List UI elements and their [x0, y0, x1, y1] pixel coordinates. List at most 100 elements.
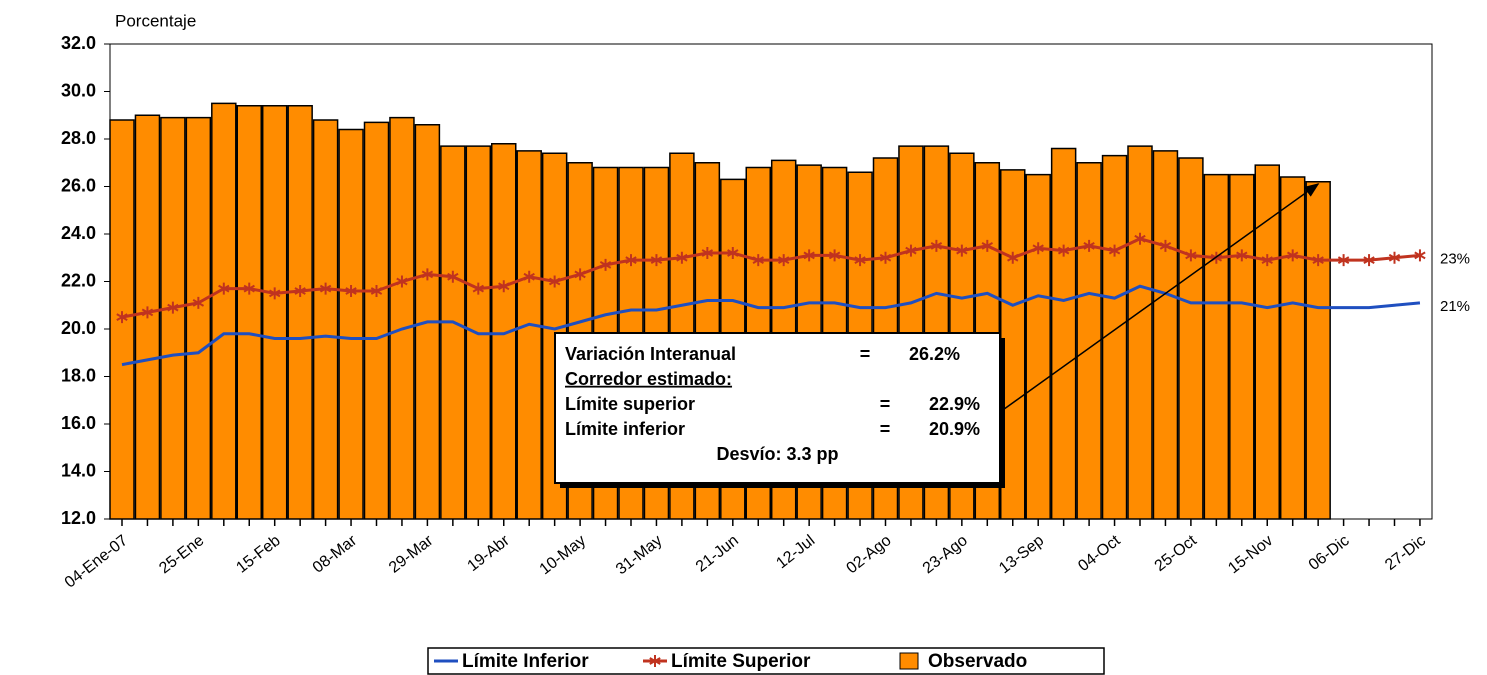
legend-swatch [899, 652, 919, 670]
bar [1050, 147, 1077, 520]
line-marker [879, 251, 892, 264]
y-tick-label: 22.0 [61, 270, 96, 290]
line-marker [701, 247, 714, 259]
legend: Límite Inferior Límite Superior Observado [427, 647, 1105, 675]
y-tick-label: 20.0 [61, 318, 96, 338]
line-marker [1134, 232, 1146, 245]
y-tick-label: 30.0 [61, 80, 96, 100]
bar [160, 116, 186, 520]
line-marker [370, 285, 383, 297]
annotation: Variación Interanual = 26.2% Corredor estim… [565, 344, 980, 464]
annotation-text: Límite inferior [565, 419, 685, 439]
line-marker [1414, 249, 1426, 262]
bar [1076, 162, 1102, 520]
annotation-text: = [880, 419, 891, 439]
line-marker [676, 251, 688, 264]
bar [1254, 164, 1280, 520]
bar [1178, 157, 1204, 520]
line-marker [1236, 249, 1248, 262]
line-marker [116, 311, 128, 324]
line-marker [854, 254, 866, 267]
annotation-text: 22.9% [929, 394, 980, 414]
line-marker [1312, 254, 1324, 267]
x-tick-label: 31-May [613, 532, 666, 578]
bar [1305, 181, 1331, 520]
line-marker [1287, 249, 1299, 262]
line-marker [269, 287, 281, 300]
line-marker [1337, 254, 1350, 267]
line-marker [828, 249, 841, 262]
line-marker [905, 244, 917, 257]
bar [1101, 154, 1128, 520]
line-marker [625, 254, 637, 267]
line-marker [192, 296, 205, 309]
x-tick-label: 08-Mar [310, 532, 361, 577]
y-tick-label: 24.0 [61, 223, 96, 243]
y-tick-label: 18.0 [61, 365, 96, 385]
line-marker [727, 247, 739, 259]
y-axis-label: Porcentaje [115, 11, 196, 30]
y-tick-label: 16.0 [61, 413, 96, 433]
line-marker [167, 301, 179, 314]
bar [185, 116, 212, 520]
line-marker [141, 306, 154, 319]
line-marker [319, 282, 332, 295]
bar [312, 119, 339, 520]
bar [287, 105, 313, 520]
x-tick-label: 04-Oct [1075, 532, 1124, 575]
end-label: 23% [1440, 250, 1470, 267]
legend-label: Observado [928, 651, 1027, 672]
line-marker [396, 275, 408, 288]
line-marker [1159, 239, 1172, 252]
y-tick-label: 14.0 [61, 460, 96, 480]
x-tick-label: 25-Oct [1152, 532, 1201, 575]
line-marker [1007, 251, 1019, 264]
annotation-text: 20.9% [929, 419, 980, 439]
line-marker [599, 258, 612, 271]
bar [236, 105, 262, 520]
annotation-text: Variación Interanual [565, 344, 736, 364]
legend-swatch-marker [649, 655, 661, 667]
line-marker [1185, 249, 1197, 262]
line-marker [650, 254, 663, 267]
bar [440, 145, 466, 520]
annotation-text: Límite superior [565, 394, 695, 414]
annotation-text: Desvío: 3.3 pp [716, 444, 838, 464]
bar [1203, 173, 1230, 520]
x-tick-label: 12-Jul [773, 532, 818, 572]
bar [1279, 176, 1306, 520]
x-tick-label: 13-Sep [996, 532, 1047, 577]
line-marker [218, 282, 230, 295]
x-tick-label: 27-Dic [1382, 532, 1429, 574]
y-tick-label: 32.0 [61, 33, 96, 53]
line-marker [803, 249, 815, 262]
x-tick-label: 06-Dic [1306, 532, 1353, 574]
line-marker [243, 282, 255, 295]
y-tick-label: 12.0 [61, 508, 96, 528]
end-label: 21% [1440, 298, 1470, 315]
line-marker [981, 239, 993, 252]
line-marker [294, 285, 306, 297]
bar [1229, 173, 1255, 520]
line-marker [345, 285, 357, 297]
y-tick-label: 26.0 [61, 175, 96, 195]
bar [363, 121, 390, 520]
line-marker [1388, 251, 1401, 264]
x-tick-label: 04-Ene-07 [62, 532, 131, 591]
line-marker [421, 268, 434, 281]
x-tick-label: 15-Feb [233, 532, 284, 577]
annotation-text: = [860, 344, 871, 364]
line-marker [574, 268, 586, 281]
x-tick-label: 21-Jun [693, 532, 742, 576]
annotation-arrow [999, 183, 1320, 413]
line-marker [1083, 239, 1095, 252]
x-tick-label: 10-May [537, 532, 590, 578]
y-tick-label: 28.0 [61, 128, 96, 148]
bar [338, 128, 364, 520]
line-marker [930, 239, 943, 252]
annotation-box [554, 332, 1001, 484]
line-marker [447, 270, 459, 283]
bar [1127, 145, 1153, 520]
line-marker [956, 244, 968, 257]
